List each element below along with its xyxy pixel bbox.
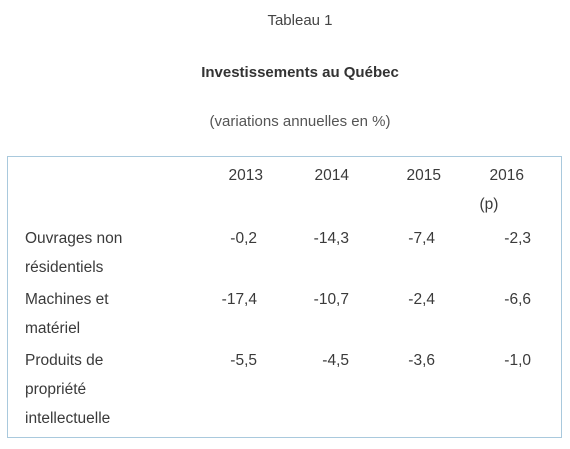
table-cell: -5,5 [230, 352, 257, 369]
table-cell: -10,7 [313, 291, 349, 308]
row-label-line: propriété [25, 381, 87, 398]
table-cell: -0,2 [230, 230, 257, 247]
table-cell: -1,0 [504, 352, 531, 369]
table-subtitle: (variations annuelles en %) [209, 113, 391, 130]
row-label-line: résidentiels [25, 259, 104, 276]
table-cell: -4,5 [322, 352, 349, 369]
row-label-line: intellectuelle [25, 410, 111, 427]
year-header-2016: 2016 [489, 167, 524, 184]
table-cell: -2,3 [504, 230, 531, 247]
table-cell: -3,6 [408, 352, 435, 369]
table-title: Investissements au Québec [201, 64, 399, 81]
year-header-2015: 2015 [406, 167, 441, 184]
year-header-2016-note: (p) [479, 196, 499, 213]
table-cell: -7,4 [408, 230, 435, 247]
table-cell: -17,4 [221, 291, 257, 308]
row-label-line: matériel [25, 320, 81, 337]
table-cell: -14,3 [313, 230, 349, 247]
year-header-2013: 2013 [228, 167, 263, 184]
table-cell: -6,6 [504, 291, 531, 308]
table-number: Tableau 1 [267, 12, 333, 29]
row-label-line: Ouvrages non [25, 230, 123, 247]
year-header-2014: 2014 [314, 167, 349, 184]
row-label-line: Produits de [25, 352, 104, 369]
row-label-line: Machines et [25, 291, 109, 308]
table-cell: -2,4 [408, 291, 435, 308]
investment-table: 2013 2014 2015 2016 (p) Ouvrages non rés… [7, 156, 562, 438]
